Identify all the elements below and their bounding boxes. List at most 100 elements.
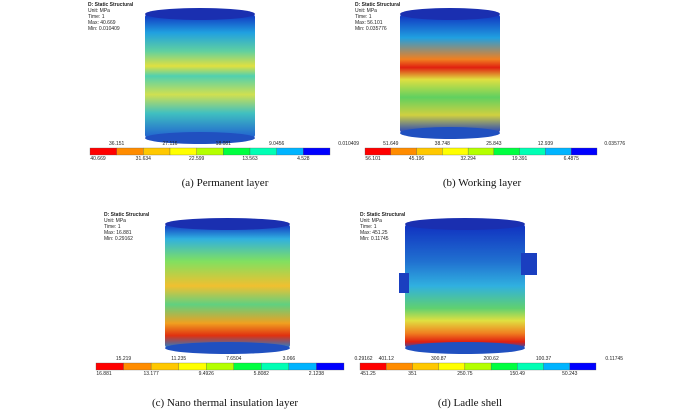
contour-bottom bbox=[400, 127, 500, 139]
legend-label: 31.634 bbox=[136, 156, 152, 162]
color-cell bbox=[442, 147, 469, 156]
legend-label: 19.391 bbox=[512, 156, 528, 162]
legend-label: 13.563 bbox=[242, 156, 258, 162]
legend-label: 300.87 bbox=[431, 356, 447, 362]
color-cell bbox=[412, 362, 439, 371]
color-cell bbox=[493, 147, 520, 156]
color-cell bbox=[150, 362, 179, 371]
legend-header: Time: 1 bbox=[88, 14, 105, 20]
color-cell bbox=[95, 362, 124, 371]
legend-header: Time: 1 bbox=[355, 14, 372, 20]
legend-header: Min: 0.010409 bbox=[88, 26, 120, 32]
legend-label: 351 bbox=[408, 371, 417, 377]
legend-header: D: Static Structural bbox=[104, 212, 150, 218]
color-cell bbox=[303, 147, 331, 156]
legend-header: Unit: MPa bbox=[355, 8, 377, 14]
legend-label: 9.4926 bbox=[199, 371, 215, 377]
color-cell bbox=[467, 147, 495, 156]
legend-label: 5.8082 bbox=[254, 371, 270, 377]
color-cell bbox=[519, 147, 546, 156]
color-cell bbox=[288, 362, 317, 371]
legend-label: 36.151 bbox=[109, 141, 125, 147]
lug bbox=[521, 253, 537, 275]
color-cell bbox=[178, 362, 207, 371]
legend-label: 9.0456 bbox=[269, 141, 285, 147]
legend-header: Time: 1 bbox=[104, 224, 121, 230]
color-cell bbox=[543, 362, 570, 371]
legend-header: D: Static Structural bbox=[360, 212, 406, 218]
color-cell bbox=[359, 362, 387, 371]
legend-label: 0.010409 bbox=[338, 141, 359, 147]
legend-label: 2.1238 bbox=[309, 371, 325, 377]
contour-top bbox=[405, 218, 525, 230]
legend-label: 40.669 bbox=[90, 156, 106, 162]
legend-header: Unit: MPa bbox=[88, 8, 110, 14]
color-cell bbox=[545, 147, 572, 156]
color-cell bbox=[390, 147, 417, 156]
caption: (d) Ladle shell bbox=[438, 397, 502, 409]
legend-label: 0.035776 bbox=[604, 141, 625, 147]
caption: (b) Working layer bbox=[443, 177, 522, 189]
legend-header: Min: 0.035776 bbox=[355, 26, 387, 32]
legend-header: D: Static Structural bbox=[355, 2, 401, 8]
color-cell bbox=[438, 362, 466, 371]
legend-header: D: Static Structural bbox=[88, 2, 134, 8]
color-cell bbox=[169, 147, 197, 156]
legend-label: 250.75 bbox=[457, 371, 473, 377]
contour-body bbox=[400, 14, 500, 133]
color-cell bbox=[316, 362, 345, 371]
legend-label: 200.62 bbox=[483, 356, 499, 362]
contour-top bbox=[145, 8, 255, 20]
color-cell bbox=[517, 362, 544, 371]
contour-bottom bbox=[405, 342, 525, 354]
legend-label: 27.116 bbox=[163, 141, 178, 147]
color-cell bbox=[490, 362, 518, 371]
legend-label: 0.29162 bbox=[355, 356, 373, 362]
color-cell bbox=[569, 362, 597, 371]
color-cell bbox=[571, 147, 598, 156]
contour-bottom bbox=[165, 342, 290, 354]
legend-label: 56.101 bbox=[365, 156, 381, 162]
color-cell bbox=[416, 147, 443, 156]
legend-label: 12.939 bbox=[538, 141, 554, 147]
lug bbox=[399, 273, 409, 293]
caption: (c) Nano thermal insulation layer bbox=[152, 397, 298, 409]
color-cell bbox=[116, 147, 144, 156]
legend-header: Min: 0.29162 bbox=[104, 236, 133, 242]
legend-header: Max: 56.101 bbox=[355, 20, 383, 26]
legend-label: 4.528 bbox=[297, 156, 310, 162]
contour-body bbox=[405, 224, 525, 348]
legend-label: 18.081 bbox=[216, 141, 232, 147]
caption: (a) Permanent layer bbox=[182, 177, 269, 189]
contour-body bbox=[145, 14, 255, 138]
color-cell bbox=[249, 147, 277, 156]
legend-label: 51.649 bbox=[383, 141, 399, 147]
color-cell bbox=[261, 362, 290, 371]
legend-header: Unit: MPa bbox=[104, 218, 126, 224]
color-cell bbox=[123, 362, 152, 371]
legend-label: 32.294 bbox=[460, 156, 476, 162]
contour-top bbox=[165, 218, 290, 230]
color-cell bbox=[386, 362, 413, 371]
legend-label: 38.748 bbox=[435, 141, 451, 147]
color-cell bbox=[276, 147, 304, 156]
contour-body bbox=[165, 224, 290, 348]
legend-label: 11.235 bbox=[171, 356, 186, 362]
legend-header: Max: 451.25 bbox=[360, 230, 388, 236]
color-cell bbox=[143, 147, 171, 156]
legend-label: 100.37 bbox=[536, 356, 552, 362]
color-cell bbox=[196, 147, 224, 156]
legend-label: 7.6504 bbox=[226, 356, 242, 362]
legend-label: 25.843 bbox=[486, 141, 502, 147]
contour-bottom bbox=[145, 132, 255, 144]
legend-label: 150.49 bbox=[510, 371, 526, 377]
legend-header: Unit: MPa bbox=[360, 218, 382, 224]
color-cell bbox=[364, 147, 391, 156]
legend-label: 45.196 bbox=[409, 156, 425, 162]
legend-label: 3.066 bbox=[283, 356, 296, 362]
legend-header: Max: 40.669 bbox=[88, 20, 116, 26]
color-cell bbox=[233, 362, 262, 371]
legend-header: Min: 0.11745 bbox=[360, 236, 389, 242]
contour-top bbox=[400, 8, 500, 20]
